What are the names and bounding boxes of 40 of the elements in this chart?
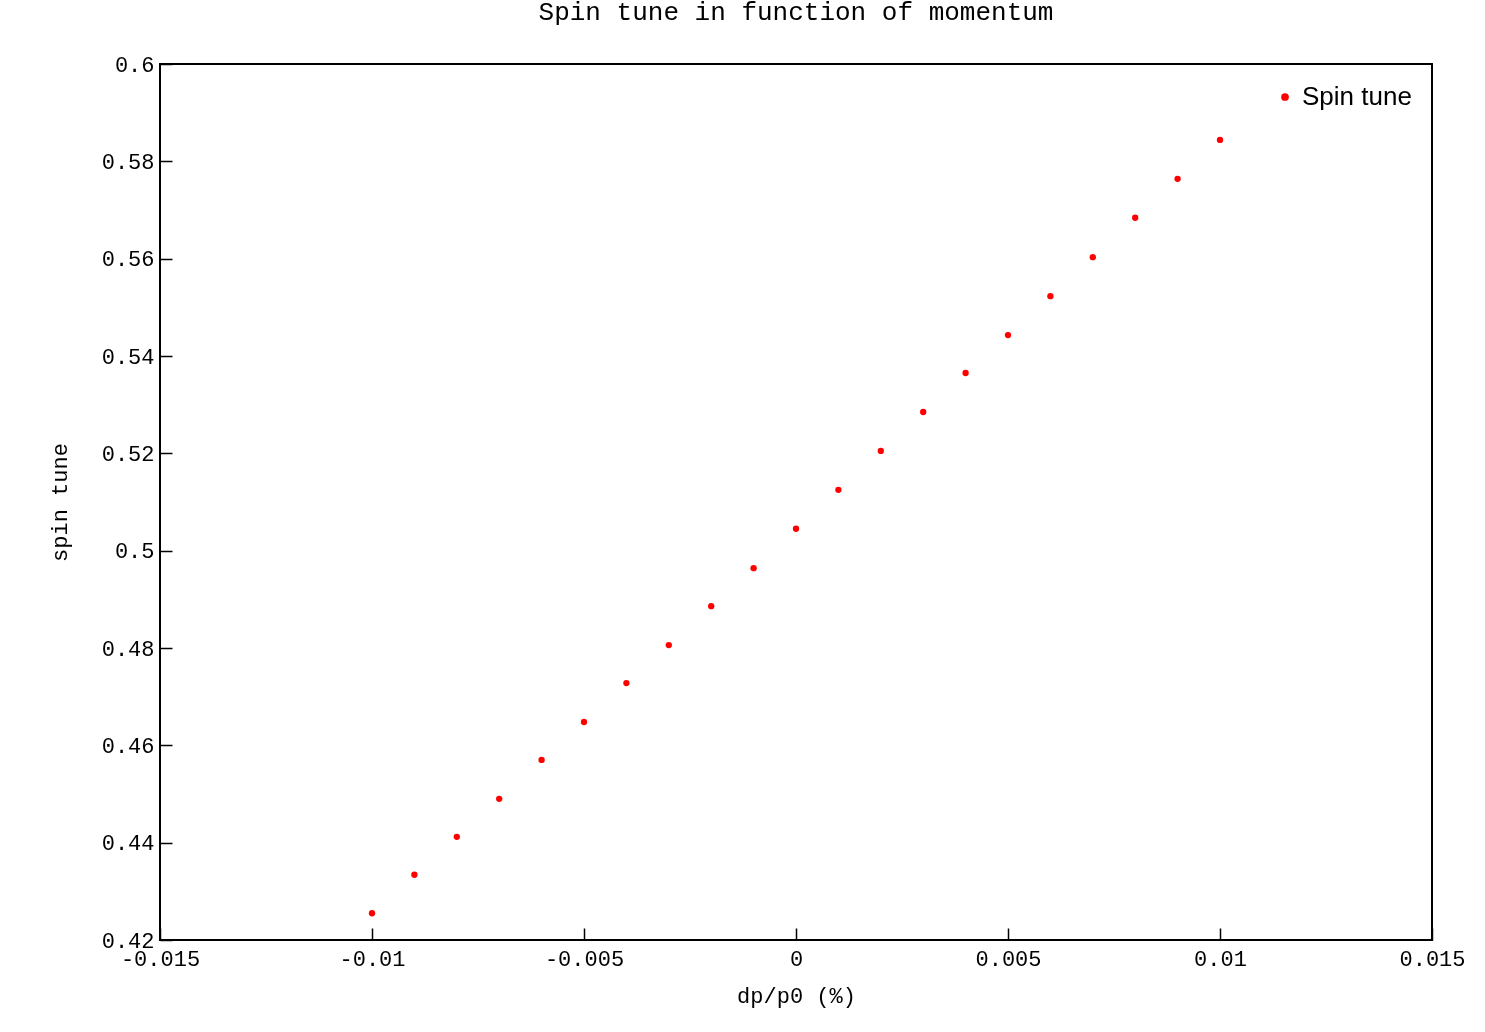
x-tick-label: 0.01 — [1194, 947, 1247, 973]
point — [580, 718, 588, 726]
legend-label: Spin tune — [1302, 81, 1412, 111]
point — [708, 602, 715, 610]
point — [538, 756, 545, 764]
point — [1216, 136, 1224, 144]
point — [835, 486, 842, 493]
y-tick-label: 0.5 — [114, 540, 155, 566]
point — [920, 408, 927, 416]
point — [750, 565, 757, 572]
x-tick-label: 0 — [789, 947, 804, 973]
y-tick-label: 0.58 — [101, 150, 155, 176]
y-tick-label: 0.54 — [101, 345, 155, 371]
y-tick-label: 0.56 — [101, 248, 155, 274]
x-tick-label: -0.005 — [544, 947, 625, 973]
point — [792, 525, 800, 532]
point — [453, 833, 460, 840]
point — [1047, 292, 1054, 300]
y-tick-label: 0.44 — [101, 832, 155, 858]
chart-title: Spin tune in function of momentum — [538, 0, 1054, 28]
point — [623, 679, 630, 687]
y-tick-label: 0.48 — [101, 637, 155, 663]
x-tick-label: -0.01 — [339, 947, 406, 973]
point — [1174, 175, 1181, 183]
point — [368, 910, 376, 917]
point — [1132, 214, 1139, 221]
point — [877, 447, 884, 455]
point — [496, 795, 503, 803]
point — [1004, 331, 1012, 339]
y-tick-label: 0.6 — [114, 53, 155, 79]
y-tick-label: 0.46 — [101, 734, 155, 760]
x-tick-label: 0.005 — [975, 947, 1042, 973]
point — [665, 641, 672, 649]
y-axis-title: spin tune — [48, 443, 74, 562]
x-tick-label: 0.015 — [1399, 947, 1466, 973]
point — [1089, 254, 1096, 261]
point — [411, 871, 418, 878]
point — [962, 369, 969, 377]
y-tick-label: 0.52 — [101, 442, 155, 468]
x-axis-title: dp/p0 (%) — [737, 984, 856, 1010]
